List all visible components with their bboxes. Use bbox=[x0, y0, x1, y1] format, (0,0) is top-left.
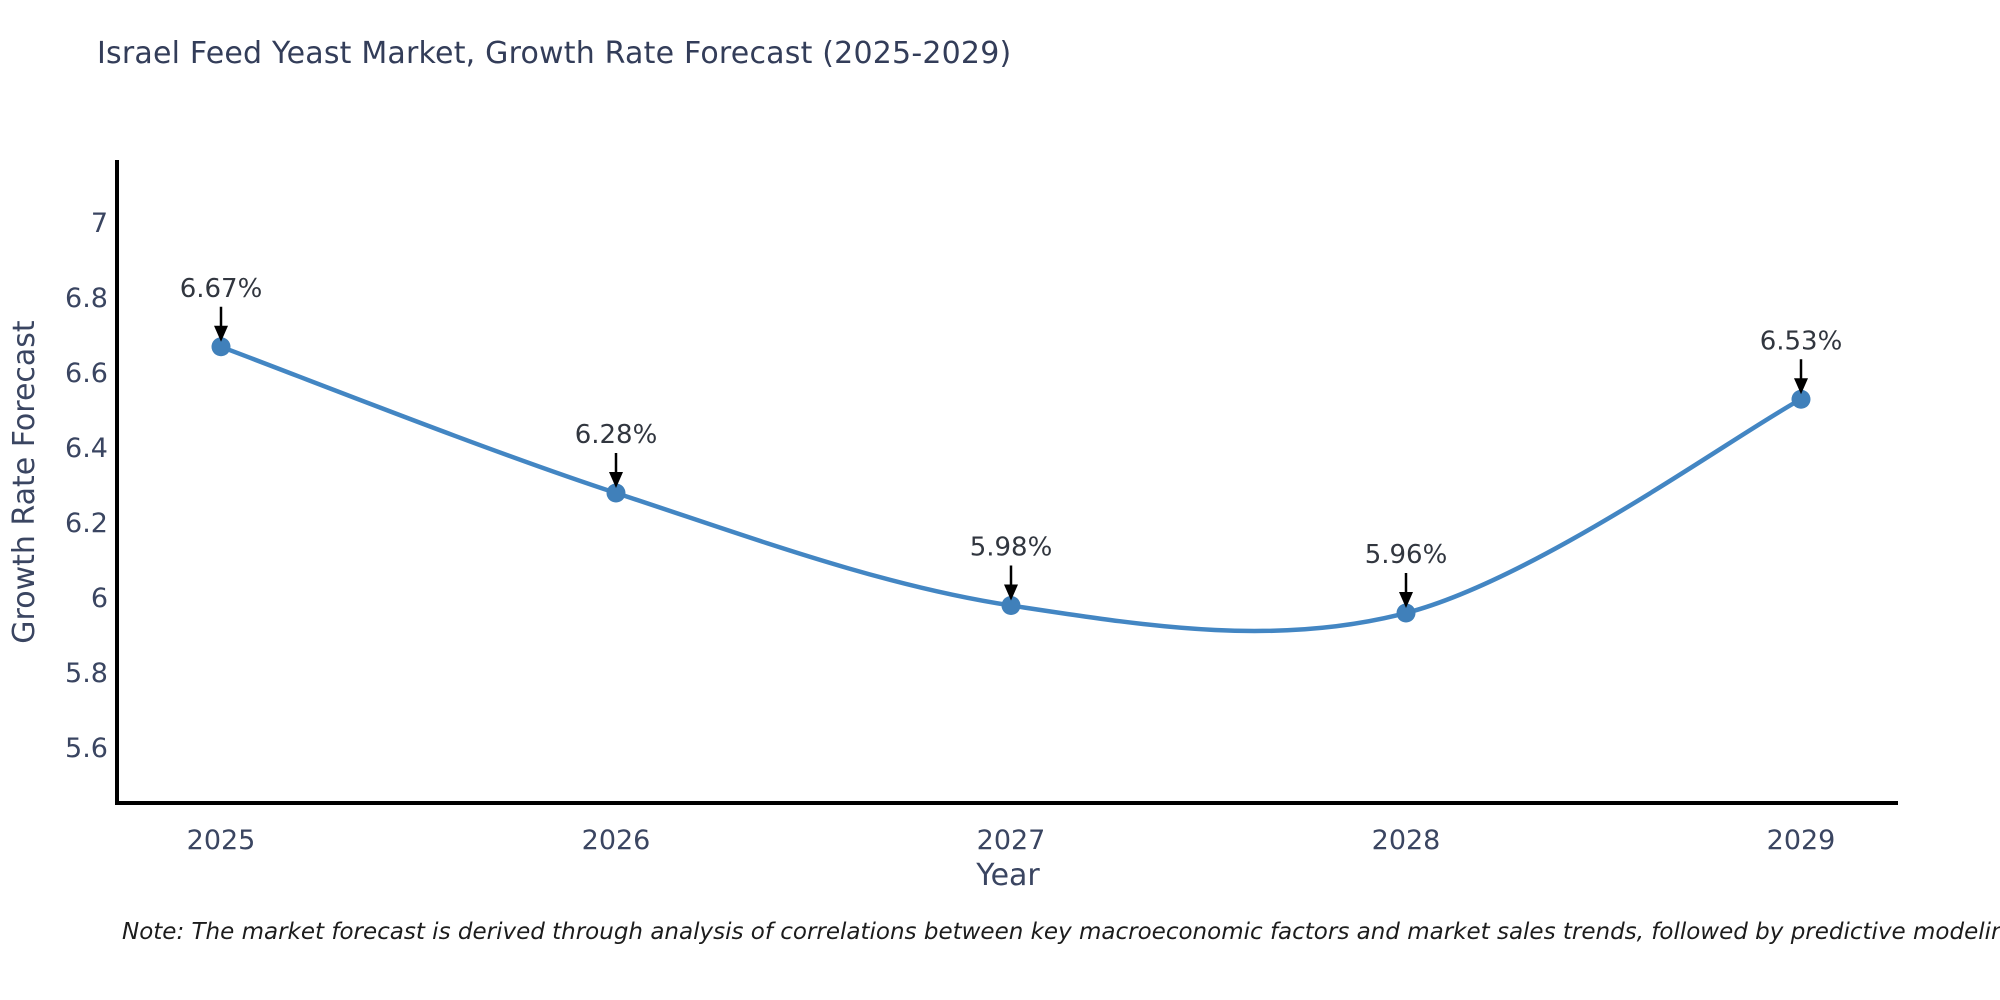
point-value-label: 6.53% bbox=[1760, 326, 1843, 356]
y-axis-title: Growth Rate Forecast bbox=[7, 320, 42, 644]
annotation-arrowhead-icon bbox=[609, 472, 623, 488]
data-point-2026[interactable] bbox=[606, 483, 626, 503]
data-point-2028[interactable] bbox=[1396, 603, 1416, 623]
data-point-2029[interactable] bbox=[1791, 389, 1811, 409]
y-tick-label: 7 bbox=[91, 208, 108, 239]
y-tick-label: 6.4 bbox=[65, 433, 108, 464]
y-tick-label: 6.2 bbox=[65, 508, 108, 539]
x-tick-label: 2027 bbox=[977, 825, 1046, 856]
point-value-label: 5.96% bbox=[1365, 540, 1448, 570]
y-tick-label: 6.6 bbox=[65, 358, 108, 389]
x-tick-label: 2026 bbox=[582, 825, 651, 856]
x-tick-label: 2029 bbox=[1767, 825, 1836, 856]
data-point-2027[interactable] bbox=[1001, 596, 1021, 615]
point-value-label: 5.98% bbox=[970, 533, 1053, 563]
point-value-label: 6.67% bbox=[180, 274, 263, 304]
chart-title: Israel Feed Yeast Market, Growth Rate Fo… bbox=[97, 36, 1012, 71]
annotation-arrowhead-icon bbox=[1399, 592, 1413, 608]
x-tick-label: 2025 bbox=[187, 825, 256, 856]
x-axis-title: Year bbox=[975, 858, 1040, 893]
point-value-label: 6.28% bbox=[575, 420, 658, 450]
data-point-2025[interactable] bbox=[211, 337, 231, 357]
y-tick-label: 6.8 bbox=[65, 283, 108, 314]
y-tick-label: 5.6 bbox=[65, 733, 108, 764]
y-tick-label: 5.8 bbox=[65, 658, 108, 689]
annotation-arrowhead-icon bbox=[1794, 378, 1808, 395]
x-tick-label: 2028 bbox=[1372, 825, 1441, 856]
y-tick-label: 6 bbox=[91, 583, 108, 614]
footnote: Note: The market forecast is derived thr… bbox=[122, 919, 2000, 945]
annotation-arrowhead-icon bbox=[214, 325, 228, 342]
annotation-arrowhead-icon bbox=[1004, 584, 1018, 601]
